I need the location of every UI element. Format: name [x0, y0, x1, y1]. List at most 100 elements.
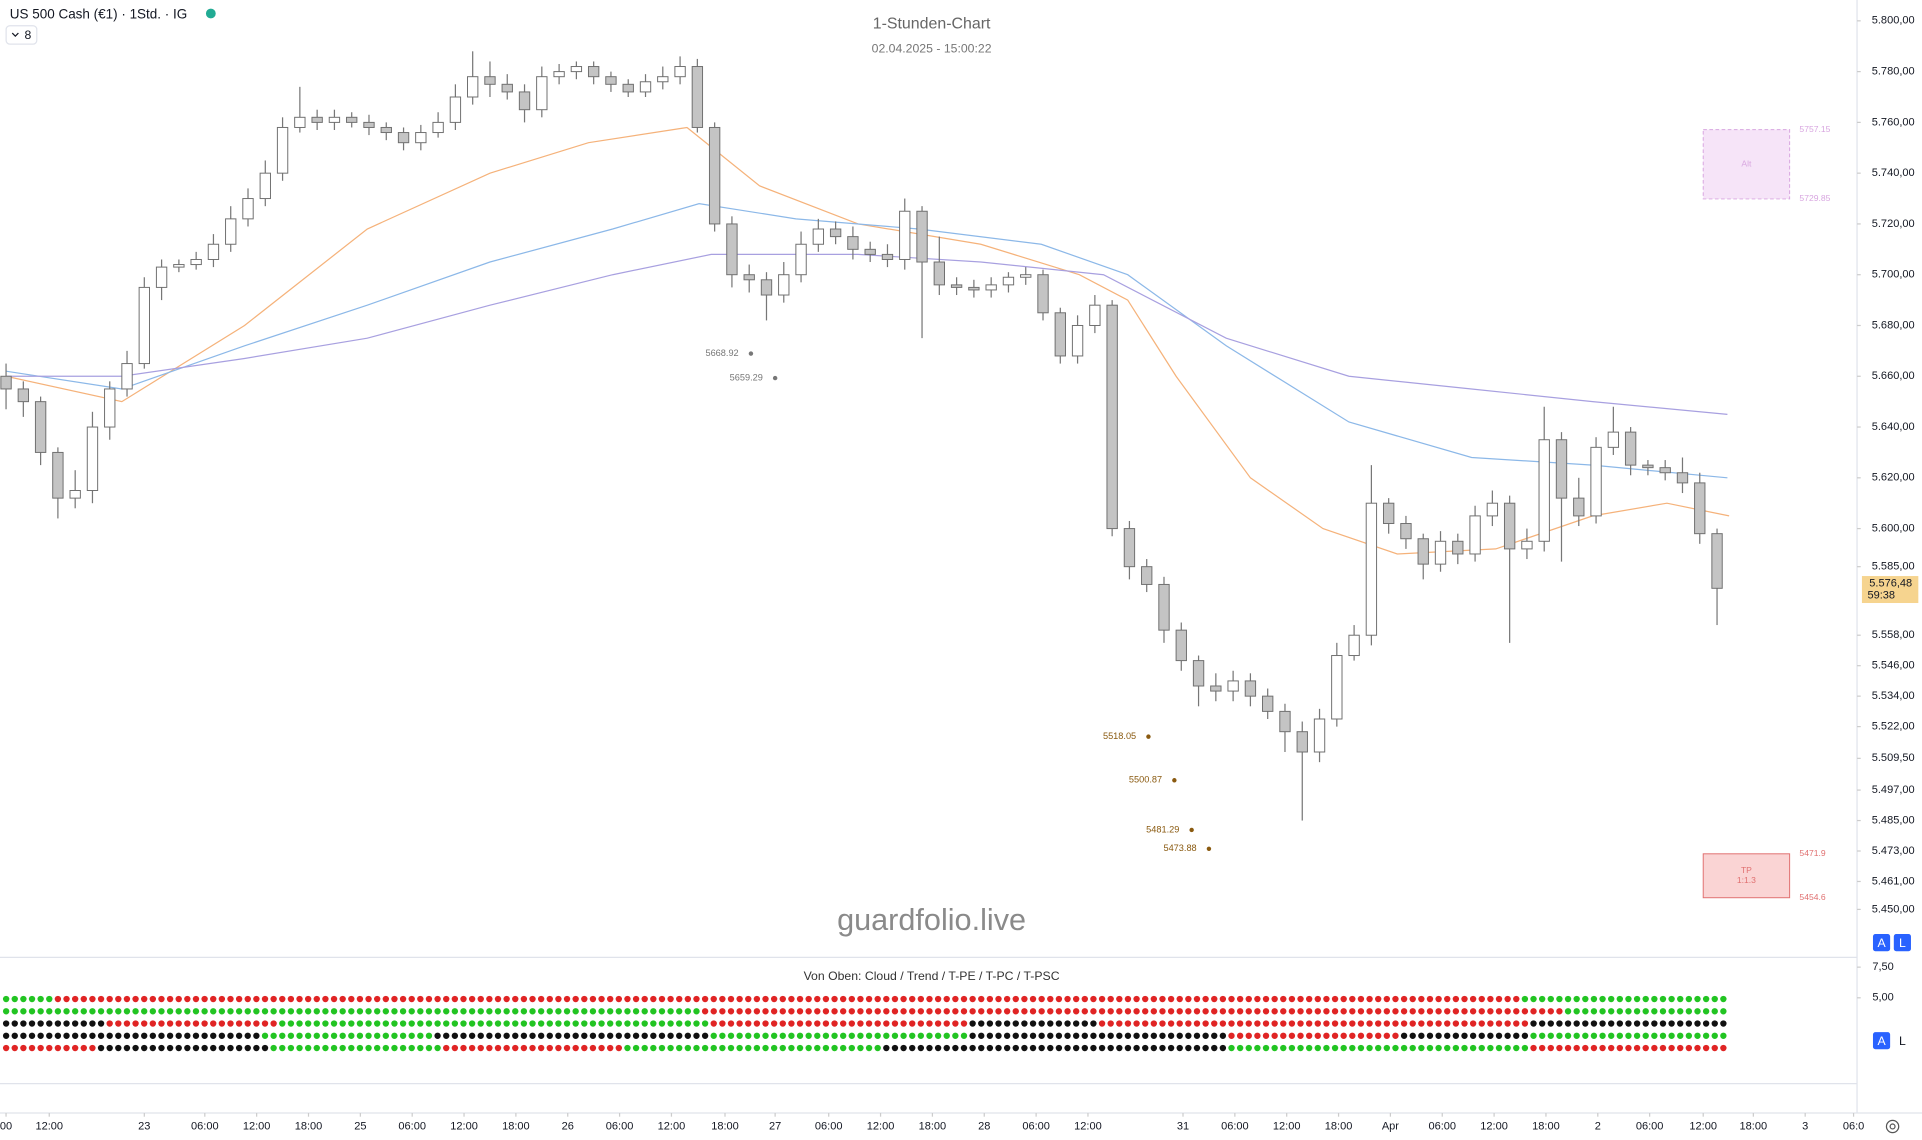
- auto-button[interactable]: [1872, 1032, 1891, 1050]
- signal-dot: [1219, 1044, 1227, 1052]
- signal-dot: [227, 1032, 234, 1039]
- signal-dot: [296, 1008, 303, 1015]
- x-tick-label: Apr: [1382, 1120, 1399, 1132]
- signal-dot: [1288, 1008, 1296, 1015]
- signal-dot: [606, 1020, 614, 1027]
- signal-dot: [184, 1044, 191, 1052]
- signal-dot: [1495, 995, 1503, 1003]
- signal-dot: [701, 1044, 709, 1052]
- signal-dot: [1504, 1008, 1511, 1015]
- signal-dot: [676, 1044, 683, 1052]
- signal-dot: [1521, 1020, 1529, 1027]
- signal-dot: [857, 1032, 864, 1039]
- indicator-title: Von Oben: Cloud / Trend / T-PE / T-PC / …: [804, 969, 1060, 983]
- signal-dot: [676, 1020, 683, 1027]
- signal-dot: [632, 1032, 640, 1039]
- signal-dot: [934, 1032, 942, 1039]
- log-button-label[interactable]: L: [1899, 1034, 1906, 1048]
- signal-dot: [1090, 1032, 1097, 1039]
- signal-dot: [1038, 1044, 1045, 1052]
- signal-dot: [658, 1044, 666, 1052]
- signal-dot: [822, 1032, 830, 1039]
- y-tick-label: 5.700,00: [1872, 269, 1915, 281]
- signal-dot: [1651, 1008, 1658, 1015]
- signal-dot: [917, 995, 925, 1003]
- signal-dot: [391, 1008, 398, 1015]
- indicator-toggle[interactable]: [5, 25, 38, 45]
- x-tick-label: 18:00: [1325, 1120, 1353, 1132]
- signal-dot: [2, 1020, 10, 1027]
- signal-dot: [1038, 1020, 1045, 1027]
- signal-dot: [1305, 1044, 1313, 1052]
- signal-dot: [451, 1032, 459, 1039]
- candle-body: [1555, 439, 1568, 499]
- signal-dot: [1245, 1008, 1252, 1015]
- signal-dot: [115, 1032, 122, 1039]
- signal-dot: [391, 1044, 398, 1052]
- signal-dot: [1599, 1044, 1606, 1052]
- signal-dot: [46, 1044, 53, 1052]
- signal-dot: [1340, 1008, 1347, 1015]
- signal-dot: [1418, 995, 1425, 1003]
- signal-dot: [650, 1032, 657, 1039]
- candle-body: [1382, 502, 1395, 525]
- signal-dot: [650, 1008, 657, 1015]
- signal-dot: [218, 1032, 226, 1039]
- signal-dot: [1211, 1008, 1218, 1015]
- signal-dot: [253, 1020, 260, 1027]
- signal-dot: [304, 1008, 312, 1015]
- signal-dot: [37, 1032, 44, 1039]
- signal-dot: [1469, 995, 1477, 1003]
- signal-dot: [1254, 995, 1261, 1003]
- signal-dot: [1055, 995, 1063, 1003]
- candle-body: [225, 218, 237, 245]
- signal-dot: [1452, 1020, 1460, 1027]
- signal-dot: [503, 1020, 510, 1027]
- signal-dot: [624, 1032, 631, 1039]
- candle-body: [155, 266, 168, 288]
- y-tick-label: 5.473,00: [1872, 845, 1915, 857]
- signal-dot: [425, 1032, 433, 1039]
- signal-dot: [1418, 1044, 1425, 1052]
- signal-dot: [322, 1020, 329, 1027]
- level-dot: [1146, 734, 1151, 739]
- signal-dot: [563, 1044, 571, 1052]
- signal-dot: [831, 1032, 838, 1039]
- signal-dot: [1633, 995, 1641, 1003]
- signal-dot: [667, 1020, 674, 1027]
- x-tick-label: 00: [0, 1120, 12, 1132]
- signal-dot: [322, 1008, 329, 1015]
- signal-dot: [684, 1044, 692, 1052]
- signal-dot: [244, 1032, 251, 1039]
- candle-body: [968, 286, 980, 291]
- signal-dot: [382, 1044, 390, 1052]
- signal-dot: [425, 1044, 433, 1052]
- signal-dot: [1176, 1044, 1183, 1052]
- signal-dot: [374, 1020, 381, 1027]
- signal-dot: [71, 1044, 79, 1052]
- signal-dot: [1599, 995, 1606, 1003]
- signal-dot: [788, 1008, 795, 1015]
- signal-dot: [1305, 995, 1313, 1003]
- signal-dot: [995, 1008, 1002, 1015]
- signal-dot: [632, 1020, 640, 1027]
- signal-dot: [106, 995, 113, 1003]
- signal-dot: [615, 1032, 623, 1039]
- settings-icon[interactable]: [1885, 1119, 1900, 1134]
- signal-dot: [141, 1044, 148, 1052]
- signal-dot: [210, 1044, 217, 1052]
- signal-dot: [348, 1008, 355, 1015]
- signal-dot: [1297, 1020, 1304, 1027]
- candle-body: [1037, 274, 1049, 314]
- auto-button[interactable]: [1872, 934, 1891, 952]
- signal-dot: [1012, 1020, 1019, 1027]
- signal-dot: [330, 1044, 338, 1052]
- level-dot: [1172, 778, 1177, 783]
- signal-dot: [1133, 1032, 1140, 1039]
- candle-body: [1054, 312, 1066, 357]
- log-button[interactable]: [1893, 934, 1911, 952]
- signal-dot: [374, 1032, 381, 1039]
- x-tick-label: 12:00: [867, 1120, 895, 1132]
- signal-dot: [1547, 1020, 1554, 1027]
- signal-dot: [28, 995, 36, 1003]
